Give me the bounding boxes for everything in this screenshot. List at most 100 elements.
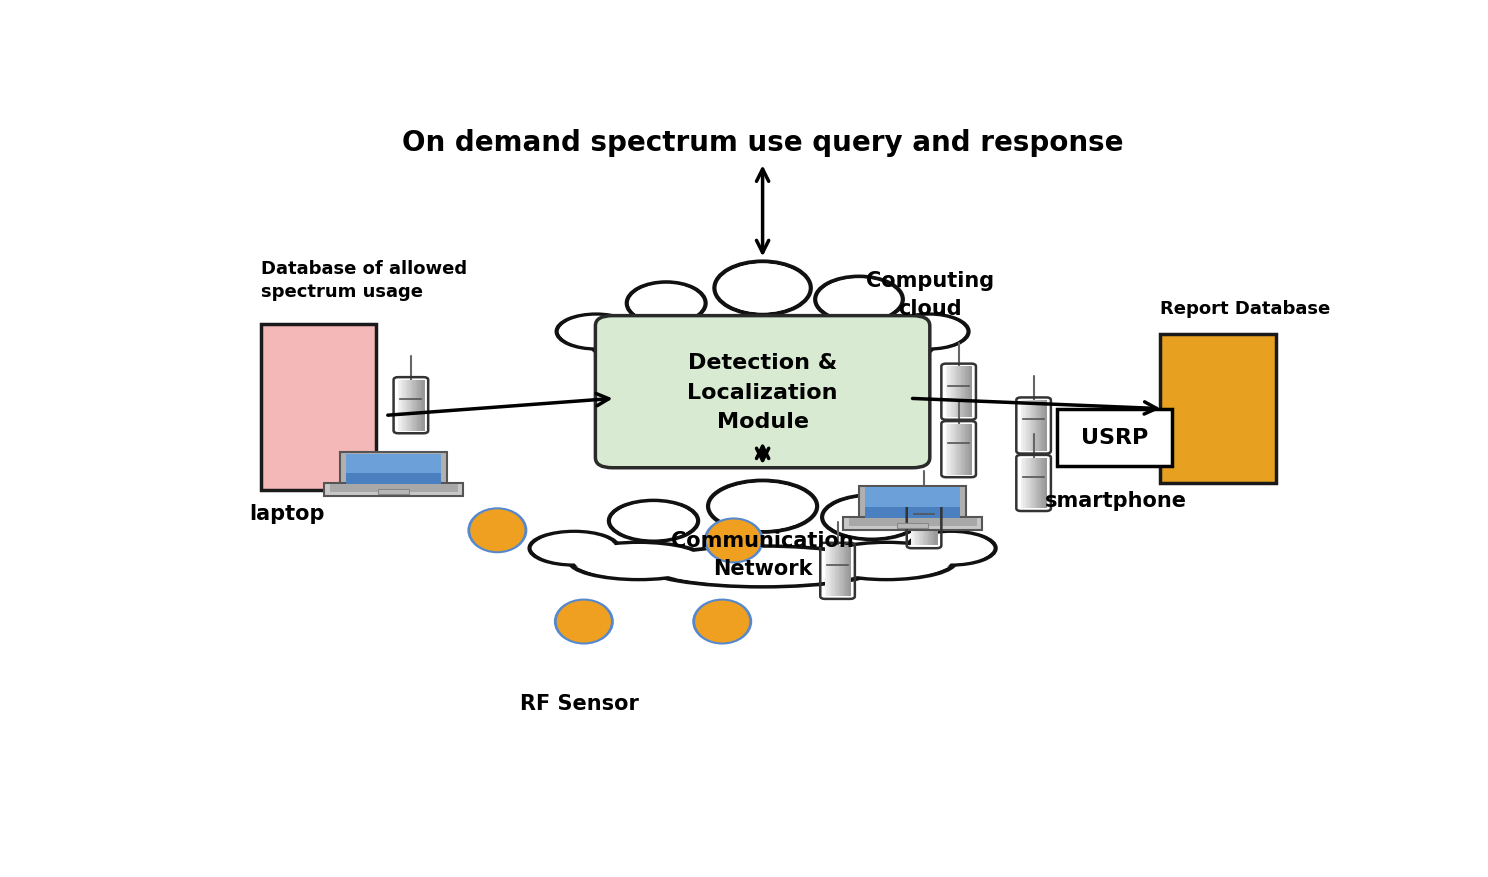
Bar [920, 496, 923, 545]
Ellipse shape [906, 532, 995, 565]
Bar [415, 381, 417, 431]
Bar [912, 496, 915, 545]
Bar [957, 367, 958, 417]
Text: Database of allowed
spectrum usage: Database of allowed spectrum usage [260, 260, 467, 301]
Bar [948, 424, 951, 475]
Ellipse shape [692, 599, 753, 645]
Bar [914, 496, 917, 545]
Bar [915, 496, 918, 545]
Bar [1027, 401, 1030, 452]
Bar [958, 424, 961, 475]
Bar [842, 545, 845, 596]
Bar [957, 367, 960, 417]
Ellipse shape [817, 543, 955, 580]
Bar [929, 496, 931, 545]
Ellipse shape [711, 483, 814, 531]
Ellipse shape [557, 601, 612, 643]
Bar [1045, 401, 1048, 452]
Bar [347, 454, 440, 474]
Text: Report Database: Report Database [1161, 300, 1330, 318]
Bar [967, 367, 970, 417]
Bar [966, 367, 969, 417]
Bar [836, 545, 839, 596]
Bar [408, 381, 411, 431]
Bar [329, 485, 458, 493]
Bar [969, 367, 972, 417]
Text: smartphone: smartphone [1045, 490, 1187, 510]
Bar [946, 424, 948, 475]
Ellipse shape [629, 284, 702, 323]
Bar [835, 545, 838, 596]
Ellipse shape [704, 517, 763, 564]
Text: USRP: USRP [1080, 428, 1147, 448]
Bar [411, 381, 414, 431]
Ellipse shape [557, 315, 635, 349]
Text: Communication
Network: Communication Network [671, 531, 854, 578]
Bar [1024, 401, 1025, 452]
Bar [1030, 401, 1033, 452]
Bar [850, 545, 851, 596]
Bar [842, 517, 982, 530]
Bar [406, 381, 408, 431]
Bar [933, 496, 936, 545]
Ellipse shape [826, 497, 918, 538]
Bar [955, 367, 957, 417]
Ellipse shape [644, 546, 881, 587]
Bar [949, 367, 952, 417]
Bar [845, 545, 848, 596]
Bar [848, 545, 850, 596]
Ellipse shape [609, 501, 698, 541]
Bar [949, 424, 952, 475]
Bar [1034, 401, 1037, 452]
Bar [341, 453, 446, 488]
Bar [833, 545, 836, 596]
Bar [952, 424, 955, 475]
Bar [966, 424, 967, 475]
Bar [838, 545, 841, 596]
Bar [423, 381, 424, 431]
Bar [408, 381, 409, 431]
Ellipse shape [714, 262, 811, 315]
Bar [963, 424, 964, 475]
Bar [948, 424, 949, 475]
Bar [839, 545, 841, 596]
Bar [964, 367, 966, 417]
Bar [1021, 458, 1024, 509]
Ellipse shape [893, 317, 966, 348]
Bar [957, 424, 960, 475]
Bar [954, 424, 955, 475]
Bar [841, 545, 844, 596]
Bar [1037, 401, 1040, 452]
Ellipse shape [467, 508, 527, 553]
Bar [1025, 458, 1027, 509]
Bar [931, 496, 934, 545]
Ellipse shape [574, 545, 704, 578]
Bar [964, 424, 966, 475]
Bar [420, 381, 423, 431]
Bar [1028, 458, 1031, 509]
Bar [1039, 458, 1042, 509]
Bar [926, 496, 927, 545]
Bar [952, 367, 955, 417]
Bar [847, 545, 848, 596]
Bar [1043, 401, 1045, 452]
Ellipse shape [708, 481, 817, 532]
Bar [1025, 401, 1027, 452]
Bar [921, 496, 924, 545]
Bar [927, 496, 929, 545]
Bar [347, 456, 440, 484]
Bar [417, 381, 418, 431]
Bar [946, 367, 948, 417]
Ellipse shape [592, 326, 714, 364]
Bar [824, 545, 827, 596]
Bar [961, 424, 964, 475]
Bar [1031, 458, 1034, 509]
Bar [421, 381, 424, 431]
Ellipse shape [818, 279, 900, 321]
Text: laptop: laptop [250, 503, 324, 524]
Ellipse shape [821, 496, 921, 539]
Bar [934, 496, 936, 545]
Bar [827, 545, 830, 596]
Bar [865, 488, 960, 507]
Ellipse shape [658, 331, 868, 372]
